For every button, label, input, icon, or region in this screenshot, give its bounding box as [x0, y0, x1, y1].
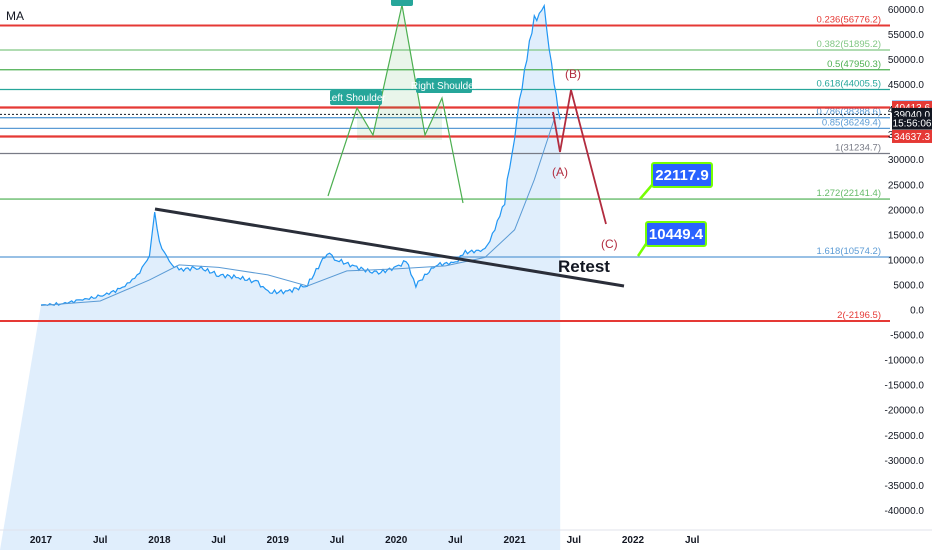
x-tick-label: 2019: [267, 535, 290, 546]
fib-level-label: 1.618(10574.2): [817, 246, 881, 257]
right-shoulder-text: Right Shoulder: [411, 81, 478, 92]
x-tick-label: 2022: [622, 535, 645, 546]
y-tick-label: 55000.0: [888, 30, 925, 41]
y-tick-label: -25000.0: [885, 431, 925, 442]
price-badge: [892, 116, 932, 130]
callout-lower-pointer: [636, 243, 648, 257]
price-area: [0, 5, 561, 550]
y-tick-label: -20000.0: [885, 406, 925, 417]
y-tick-label: -35000.0: [885, 481, 925, 492]
retest-label: Retest: [558, 257, 610, 276]
x-tick-label: 2020: [385, 535, 408, 546]
time-axis[interactable]: 2017 Jul 2018 Jul 2019 Jul 2020 Jul 2021 Jul 2022 J…: [0, 529, 932, 546]
wave-b-label: (B): [565, 67, 581, 81]
callout-upper-box: [651, 162, 713, 188]
head-and-shoulders-pattern: Left Shoulder Right Shoulder: [326, 0, 478, 204]
price-badge: [892, 129, 932, 143]
left-shoulder-box: [330, 90, 382, 105]
fib-level-label: 0.236(56776.2): [817, 15, 881, 26]
fib-level-label: 0.618(44005.5): [817, 79, 881, 90]
y-tick-label: 30000.0: [888, 155, 925, 166]
y-tick-label: -15000.0: [885, 381, 925, 392]
x-tick-label: Jul: [685, 535, 700, 546]
y-tick-label: 60000.0: [888, 5, 925, 16]
callout-upper-text: 22117.9: [655, 167, 708, 184]
fib-level-label: 0.5(47950.3): [827, 59, 881, 70]
moving-average-line: [40, 119, 555, 306]
y-tick-label: -10000.0: [885, 356, 925, 367]
y-tick-label: 25000.0: [888, 180, 925, 191]
callout-lower-box: [645, 221, 707, 247]
wave-a-label: (A): [552, 165, 568, 179]
fib-level-label: 1(31234.7): [835, 143, 881, 154]
y-tick-label: -40000.0: [885, 506, 925, 517]
fib-level-label: 0.85(36249.4): [822, 117, 881, 128]
indicator-label[interactable]: MA: [6, 9, 24, 23]
price-badge-text: 39040.0: [894, 110, 931, 121]
x-tick-label: 2018: [148, 535, 171, 546]
y-tick-label: 50000.0: [888, 55, 925, 66]
y-tick-label: -30000.0: [885, 456, 925, 467]
fib-level-label: 2(-2196.5): [837, 310, 881, 321]
callout-lower-text: 10449.4: [649, 226, 704, 243]
price-axis-bg: [890, 0, 932, 530]
x-tick-label: Jul: [448, 535, 463, 546]
price-line: [40, 3, 561, 306]
x-tick-label: 2017: [30, 535, 53, 546]
abc-wave-path: [552, 89, 607, 225]
callout-upper-pointer: [639, 184, 653, 200]
price-badge-text: 34637.3: [894, 132, 931, 143]
price-axis[interactable]: 60000.055000.050000.045000.040000.035000…: [885, 0, 932, 530]
price-series: [40, 3, 561, 306]
y-tick-label: 5000.0: [893, 280, 924, 291]
y-tick-label: 15000.0: [888, 230, 925, 241]
wave-c-label: (C): [601, 237, 618, 251]
x-tick-label: 2021: [503, 535, 526, 546]
y-tick-label: 45000.0: [888, 80, 925, 91]
y-tick-label: 0.0: [910, 306, 924, 317]
y-tick-label: 10000.0: [888, 255, 925, 266]
left-shoulder-text: Left Shoulder: [326, 93, 386, 104]
y-tick-label: 20000.0: [888, 205, 925, 216]
y-tick-label: -5000.0: [890, 331, 924, 342]
x-tick-label: Jul: [211, 535, 226, 546]
fib-level-label: 0.382(51895.2): [817, 39, 881, 50]
price-area-fill: [0, 5, 561, 550]
right-shoulder-box: [416, 78, 472, 93]
fib-level-label: 0.786(38388.6): [817, 107, 881, 118]
x-tick-label: Jul: [330, 535, 345, 546]
price-badge-text: 15:56:06: [893, 119, 932, 130]
head-label-box: [391, 0, 413, 6]
annotations: Retest (B) (A) (C) 22117.9 10449.4: [154, 67, 713, 288]
fib-level-label: 1.272(22141.4): [817, 188, 881, 199]
x-tick-label: Jul: [93, 535, 108, 546]
descending-trendline: [154, 207, 625, 288]
x-tick-label: Jul: [567, 535, 582, 546]
head-shoulders-fill: [357, 5, 442, 140]
